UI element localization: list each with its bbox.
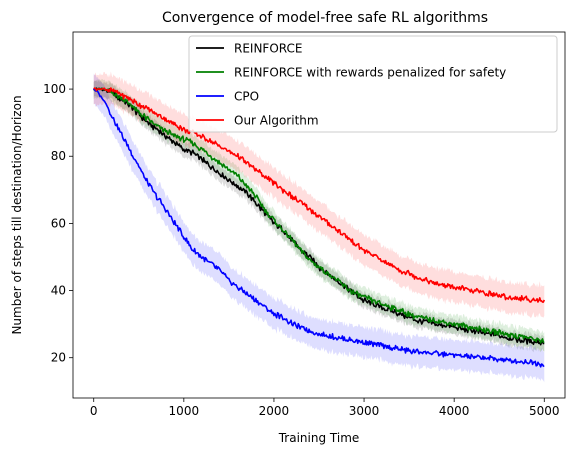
x-tick-label: 0 (90, 404, 98, 418)
confidence-bands (93, 71, 545, 383)
y-tick-label: 60 (51, 216, 66, 230)
plot-frame (72, 31, 566, 399)
x-axis-label: Training Time (278, 431, 360, 445)
y-tick-label: 100 (43, 82, 66, 96)
line-reinforce-with-rewards-penalized-for-safety (93, 87, 545, 344)
y-tick-label: 20 (51, 351, 66, 365)
y-axis-ticks: 20 40 60 80 100 (43, 82, 73, 365)
band-our-algorithm (93, 71, 545, 319)
line-our-algorithm (93, 87, 546, 303)
x-tick-label: 3000 (349, 404, 380, 418)
legend: REINFORCE REINFORCE with rewards penalize… (188, 35, 558, 133)
y-axis-label: Number of steps till destination/Horizon (10, 95, 24, 334)
chart-title: Convergence of model-free safe RL algori… (162, 10, 488, 26)
x-tick-label: 5000 (529, 404, 560, 418)
band-reinforce-with-rewards-penalized-for-safety (93, 78, 545, 352)
x-tick-label: 1000 (169, 404, 200, 418)
x-axis-ticks: 0 1000 2000 3000 4000 5000 (90, 398, 560, 418)
line-cpo (93, 88, 545, 368)
y-tick-label: 40 (51, 284, 66, 298)
legend-label-reinforce-with-rewards-penalized-for-safety: REINFORCE with rewards penalized for saf… (234, 66, 506, 80)
legend-label-reinforce: REINFORCE (234, 42, 302, 56)
legend-label-our-algorithm: Our Algorithm (234, 114, 319, 128)
legend-label-cpo: CPO (234, 90, 259, 104)
x-tick-label: 2000 (259, 404, 290, 418)
band-cpo (93, 73, 545, 383)
band-reinforce (93, 80, 545, 353)
legend-frame (188, 35, 558, 133)
x-tick-label: 4000 (439, 404, 470, 418)
series-lines (93, 87, 546, 368)
y-tick-label: 80 (51, 149, 66, 163)
